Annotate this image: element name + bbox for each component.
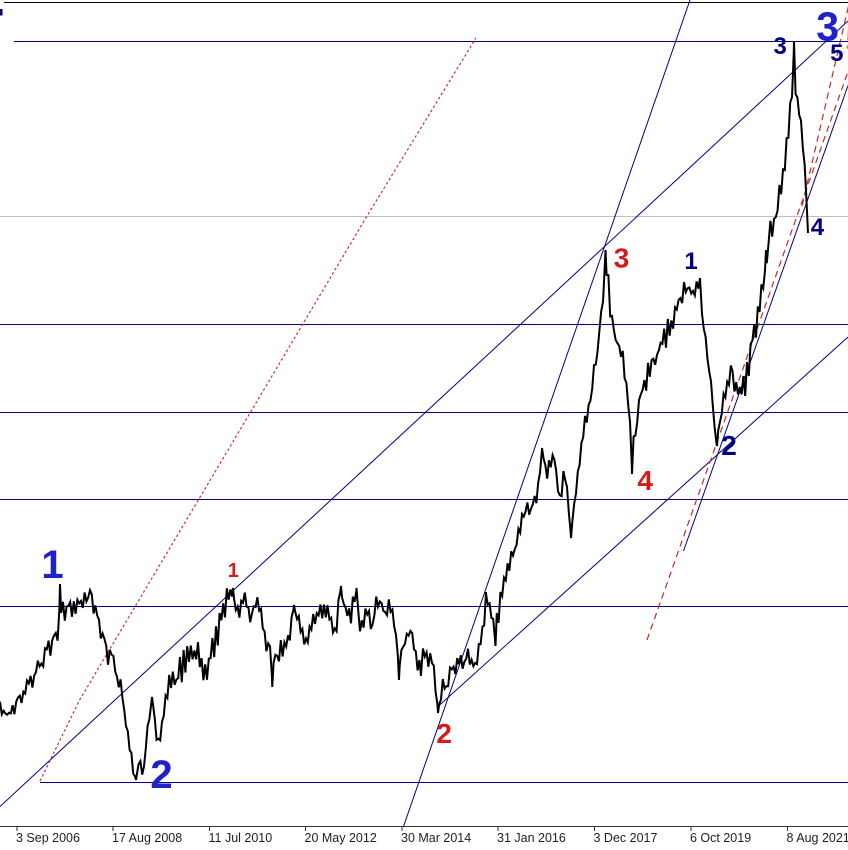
svg-text:5: 5	[845, 16, 848, 62]
svg-text:2: 2	[150, 753, 172, 797]
svg-text:6 Oct 2019: 6 Oct 2019	[690, 831, 751, 845]
svg-text:1: 1	[684, 248, 697, 275]
svg-text:3: 3	[774, 33, 787, 60]
svg-text:3: 3	[816, 4, 839, 50]
svg-text:8 Aug 2021: 8 Aug 2021	[787, 831, 848, 845]
svg-text:3 Dec 2017: 3 Dec 2017	[594, 831, 658, 845]
svg-text:4: 4	[811, 214, 825, 241]
svg-text:11 Jul 2010: 11 Jul 2010	[209, 831, 273, 845]
svg-text:4: 4	[637, 465, 653, 496]
svg-text:31 Jan 2016: 31 Jan 2016	[497, 831, 566, 845]
svg-text:3 Sep 2006: 3 Sep 2006	[16, 831, 80, 845]
svg-text:3: 3	[614, 243, 630, 274]
svg-text:1: 1	[41, 543, 63, 587]
svg-text:17 Aug 2008: 17 Aug 2008	[112, 831, 182, 845]
svg-text:2: 2	[721, 430, 737, 461]
svg-text:1: 1	[228, 560, 239, 582]
svg-text:20 May 2012: 20 May 2012	[305, 831, 377, 845]
svg-text:2: 2	[436, 718, 452, 749]
svg-text:30 Mar 2014: 30 Mar 2014	[401, 831, 471, 845]
svg-text:5: 5	[830, 40, 843, 67]
